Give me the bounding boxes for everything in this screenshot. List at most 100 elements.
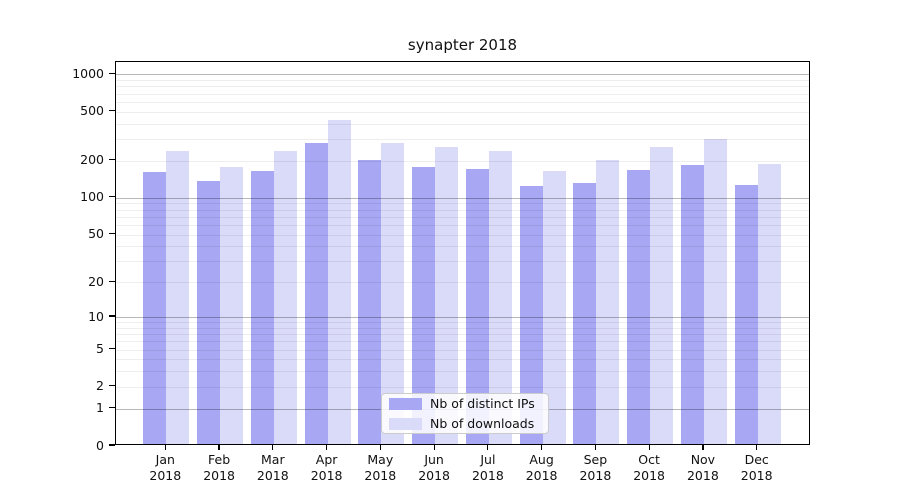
x-tick-label-jul: Jul 2018 xyxy=(456,452,520,483)
x-tick-label-year: 2018 xyxy=(256,467,289,483)
bar-ips-aug xyxy=(519,185,543,444)
x-tick-apr xyxy=(325,445,328,450)
x-tick-label-apr: Apr 2018 xyxy=(295,452,359,483)
bar-downloads-may xyxy=(381,142,405,444)
x-tick-label-feb: Feb 2018 xyxy=(187,452,251,483)
gridline-minor-80 xyxy=(116,209,809,211)
bar-ips-dec xyxy=(734,185,758,444)
x-tick-may xyxy=(379,445,381,450)
gridline-minor-5 xyxy=(116,349,809,351)
x-tick-aug xyxy=(541,445,543,450)
x-tick-label-month: Apr xyxy=(315,452,338,467)
x-tick-label-year: 2018 xyxy=(203,467,235,483)
y-tick-2 xyxy=(109,385,115,387)
gridline-minor-20 xyxy=(116,282,809,284)
gridline-minor-500 xyxy=(116,111,809,113)
gridline-minor-900 xyxy=(116,80,809,81)
x-tick-label-month: Jan xyxy=(155,452,175,467)
y-tick-0 xyxy=(109,444,115,446)
gridline-minor-6 xyxy=(116,341,809,343)
legend-swatch-distinct-ips-icon xyxy=(389,397,422,410)
x-tick-label-aug: Aug 2018 xyxy=(510,452,574,483)
x-tick-nov xyxy=(702,445,704,450)
bar-ips-may xyxy=(358,160,382,444)
legend-label-distinct-ips: Nb of distinct IPs xyxy=(430,396,535,411)
x-tick-label-month: Dec xyxy=(744,452,769,467)
y-tick-label-0: 0 xyxy=(96,437,104,453)
x-tick-label-month: May xyxy=(367,452,394,467)
x-tick-label-year: 2018 xyxy=(686,467,719,483)
bar-ips-feb xyxy=(197,180,221,444)
bar-ips-jul xyxy=(465,169,489,444)
x-tick-dec xyxy=(756,445,758,450)
x-tick-label-year: 2018 xyxy=(149,467,182,483)
gridline-minor-200 xyxy=(116,160,809,162)
plot-area: Nb of distinct IPs Nb of downloads xyxy=(115,61,810,445)
bar-ips-oct xyxy=(627,170,651,444)
x-tick-label-month: Aug xyxy=(529,452,554,467)
y-tick-50 xyxy=(109,232,115,235)
bar-ips-jan xyxy=(143,172,167,444)
bar-ips-sep xyxy=(573,183,597,444)
x-tick-label-year: 2018 xyxy=(310,467,343,483)
bar-ips-apr xyxy=(304,143,328,444)
y-tick-1 xyxy=(109,407,115,409)
gridline-minor-400 xyxy=(116,123,809,125)
y-tick-label-2: 2 xyxy=(96,378,104,394)
x-tick-label-month: Jun xyxy=(424,452,444,467)
y-tick-500 xyxy=(109,109,115,112)
gridline-minor-2 xyxy=(116,386,809,388)
bar-downloads-jul xyxy=(488,151,512,444)
y-tick-1000 xyxy=(109,72,115,74)
gridline-minor-3 xyxy=(116,371,809,373)
bar-downloads-dec xyxy=(757,164,781,444)
x-tick-sep xyxy=(594,445,596,450)
x-tick-label-month: Oct xyxy=(638,452,660,467)
x-tick-label-month: Sep xyxy=(583,452,608,467)
gridline-major-100 xyxy=(116,197,809,199)
x-tick-label-year: 2018 xyxy=(418,467,450,483)
gridline-minor-300 xyxy=(116,139,809,140)
x-tick-jan xyxy=(164,445,166,450)
legend: Nb of distinct IPs Nb of downloads xyxy=(381,393,549,434)
gridline-minor-700 xyxy=(116,93,809,95)
y-tick-label-1000: 1000 xyxy=(72,65,104,81)
gridline-major-10 xyxy=(116,317,809,318)
gridline-minor-60 xyxy=(116,224,809,226)
y-tick-label-500: 500 xyxy=(80,103,104,118)
legend-item-downloads: Nb of downloads xyxy=(389,416,548,431)
x-tick-jul xyxy=(487,445,489,450)
legend-item-distinct-ips: Nb of distinct IPs xyxy=(389,396,548,411)
x-tick-label-month: Nov xyxy=(690,452,716,467)
bar-downloads-oct xyxy=(650,147,674,444)
y-tick-label-100: 100 xyxy=(80,189,104,205)
y-tick-label-5: 5 xyxy=(96,341,104,357)
y-tick-10 xyxy=(109,315,115,317)
x-tick-label-year: 2018 xyxy=(740,467,773,483)
bar-ips-mar xyxy=(250,170,274,444)
y-tick-200 xyxy=(109,159,115,161)
x-tick-label-month: Jul xyxy=(480,452,496,467)
y-tick-label-20: 20 xyxy=(88,273,104,289)
chart-title: synapter 2018 xyxy=(407,36,518,54)
x-tick-label-jan: Jan 2018 xyxy=(133,452,197,483)
x-tick-label-year: 2018 xyxy=(364,467,397,483)
y-tick-5 xyxy=(109,348,115,350)
bar-downloads-jan xyxy=(166,151,190,444)
gridlines-layer xyxy=(116,62,809,444)
legend-label-downloads: Nb of downloads xyxy=(430,416,535,431)
bars-layer xyxy=(116,62,809,444)
x-tick-label-year: 2018 xyxy=(633,467,665,483)
x-tick-label-year: 2018 xyxy=(525,467,558,483)
x-tick-label-sep: Sep 2018 xyxy=(563,452,627,483)
x-tick-label-year: 2018 xyxy=(579,467,612,483)
x-tick-label-month: Feb xyxy=(208,452,231,467)
x-tick-label-year: 2018 xyxy=(471,467,504,483)
gridline-minor-90 xyxy=(116,203,809,205)
gridline-minor-600 xyxy=(116,101,809,103)
gridline-major-1000 xyxy=(116,74,809,76)
gridline-minor-40 xyxy=(116,246,809,248)
bar-downloads-feb xyxy=(220,167,244,444)
bar-ips-nov xyxy=(680,164,704,444)
